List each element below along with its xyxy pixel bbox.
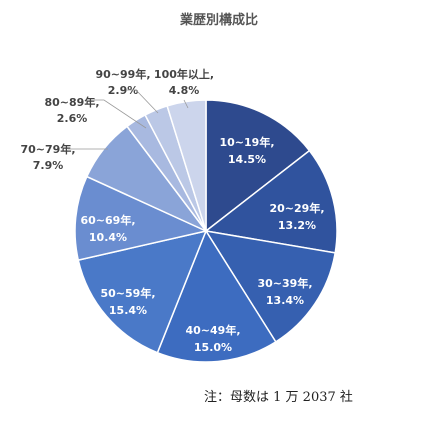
pie-slice bbox=[204, 229, 337, 343]
leader-line bbox=[94, 99, 147, 129]
slice-label: 40~49年, bbox=[185, 323, 240, 337]
pie-slice bbox=[77, 229, 208, 354]
slice-label: 15.4% bbox=[109, 304, 147, 317]
slice-label: 10.4% bbox=[89, 231, 127, 244]
slice-label: 30~39年, bbox=[257, 276, 312, 290]
slice-label: 2.9% bbox=[108, 84, 139, 97]
slice-label: 80~89年, bbox=[44, 95, 99, 109]
slice-label: 15.0% bbox=[194, 341, 232, 354]
chart-title: 業歴別構成比 bbox=[179, 13, 258, 28]
slice-label: 2.6% bbox=[57, 112, 88, 125]
slice-label: 4.8% bbox=[169, 84, 200, 97]
pie-slice bbox=[74, 175, 209, 262]
chart-note: 注：母数は 1 万 2037 社 bbox=[204, 390, 353, 405]
pie-slice bbox=[205, 99, 311, 233]
slice-label: 7.9% bbox=[33, 159, 64, 172]
slice-label: 70~79年, bbox=[20, 142, 75, 156]
slice-label: 90~99年, bbox=[95, 67, 150, 81]
slice-label: 10~19年, bbox=[219, 135, 274, 149]
leader-line bbox=[183, 99, 189, 109]
slice-label: 14.5% bbox=[228, 153, 266, 166]
slice-label: 60~69年, bbox=[80, 213, 135, 227]
pie-slice bbox=[204, 149, 338, 254]
slice-label: 100年以上, bbox=[154, 67, 214, 81]
slice-label: 50~59年, bbox=[100, 286, 155, 300]
leader-line bbox=[126, 89, 159, 114]
slice-label: 13.2% bbox=[278, 219, 316, 232]
pie-slice bbox=[166, 99, 207, 232]
slice-label: 13.4% bbox=[266, 294, 304, 307]
pie-slice bbox=[156, 229, 277, 363]
slice-label: 20~29年, bbox=[269, 201, 324, 215]
